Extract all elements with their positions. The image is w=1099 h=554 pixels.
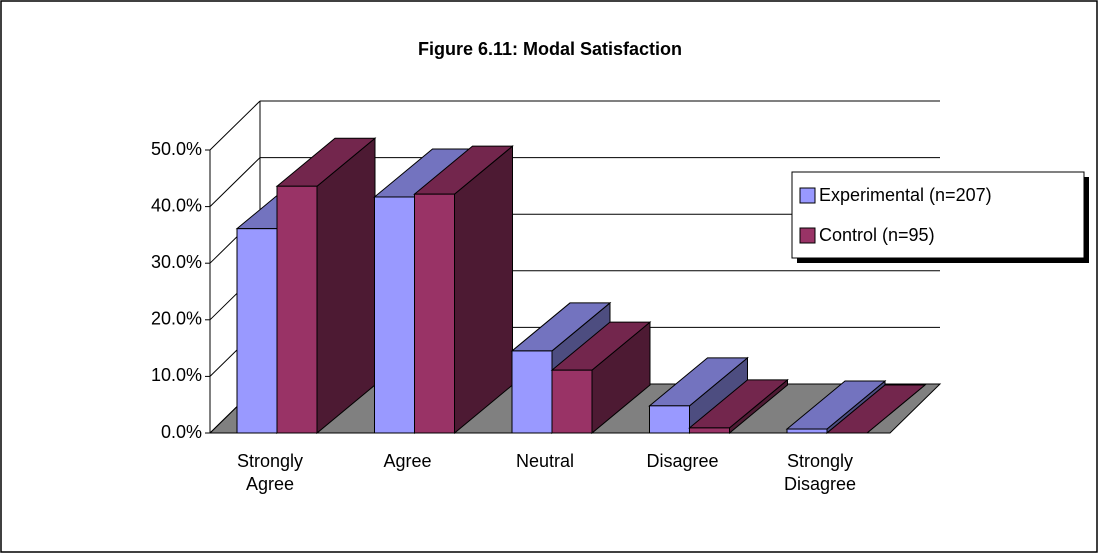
x-tick-label: Strongly Agree	[236, 451, 304, 494]
y-tick-label: 10.0%	[151, 365, 202, 385]
bar-top	[825, 384, 927, 434]
y-tick-label: 50.0%	[151, 139, 202, 159]
x-tick-label: Neutral	[515, 451, 575, 471]
grid-line	[209, 100, 261, 151]
bar-side	[454, 145, 513, 435]
bar-front	[236, 228, 278, 434]
legend	[791, 171, 1085, 259]
bar-front	[786, 428, 828, 434]
grid-line	[209, 157, 261, 207]
bar	[275, 137, 377, 435]
bar	[785, 379, 887, 435]
bar-front	[649, 405, 690, 434]
y-tick-label: 20.0%	[151, 309, 202, 329]
x-tick-label: Disagree	[646, 451, 719, 471]
bar	[825, 384, 927, 434]
x-tick-label: Strongly Disagree	[783, 451, 857, 494]
bar	[550, 321, 652, 435]
legend-swatch	[799, 227, 816, 244]
y-tick-label: 0.0%	[161, 422, 202, 442]
x-tick-label: Agree	[383, 451, 432, 471]
bar	[648, 356, 749, 435]
bar	[413, 145, 514, 435]
bar-front	[276, 185, 318, 434]
bar-front	[374, 196, 415, 434]
y-tick-label: 40.0%	[151, 195, 202, 215]
bar-front	[511, 350, 553, 434]
bar-front	[414, 193, 455, 434]
bar-front	[689, 427, 730, 434]
bar-front	[551, 369, 593, 434]
legend-swatch	[799, 187, 816, 204]
bar-side	[316, 137, 376, 435]
y-tick-label: 30.0%	[151, 252, 202, 272]
legend-label: Control (n=95)	[819, 225, 935, 245]
legend-label: Experimental (n=207)	[819, 185, 992, 205]
chart-title: Figure 6.11: Modal Satisfaction	[418, 39, 682, 59]
bar	[688, 378, 789, 435]
